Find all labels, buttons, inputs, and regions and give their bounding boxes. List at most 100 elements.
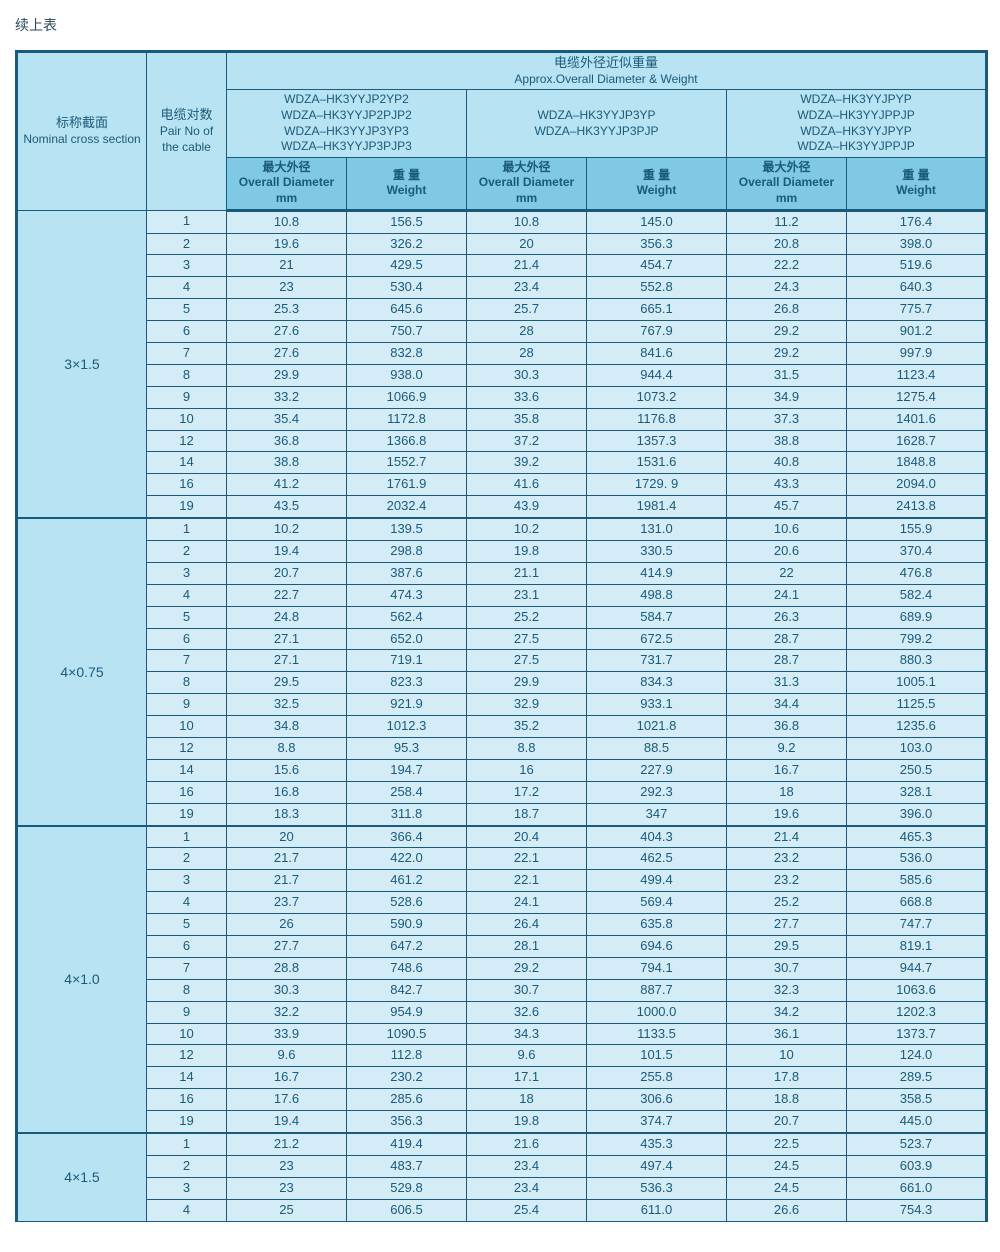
data-cell: 311.8 [347,803,467,825]
hdr-approx: 电缆外径近似重量Approx.Overall Diameter & Weight [227,52,987,90]
data-cell: 21.1 [467,562,587,584]
data-cell: 4 [147,277,227,299]
data-cell: 20 [227,826,347,848]
data-cell: 584.7 [587,606,727,628]
data-cell: 1 [147,518,227,540]
data-cell: 9.2 [727,738,847,760]
data-cell: 23.7 [227,892,347,914]
data-cell: 474.3 [347,584,467,606]
data-cell: 28.8 [227,957,347,979]
data-cell: 6 [147,936,227,958]
data-cell: 611.0 [587,1199,727,1221]
data-cell: 37.2 [467,430,587,452]
data-cell: 250.5 [847,759,987,781]
data-cell: 1729. 9 [587,474,727,496]
data-cell: 24.8 [227,606,347,628]
data-cell: 841.6 [587,342,727,364]
data-cell: 562.4 [347,606,467,628]
data-cell: 23.4 [467,1177,587,1199]
data-cell: 38.8 [227,452,347,474]
data-cell: 404.3 [587,826,727,848]
data-cell: 328.1 [847,781,987,803]
data-cell: 645.6 [347,299,467,321]
data-cell: 34.4 [727,694,847,716]
data-cell: 330.5 [587,541,727,563]
data-cell: 3 [147,562,227,584]
data-cell: 35.2 [467,716,587,738]
data-cell: 16.8 [227,781,347,803]
data-cell: 2 [147,541,227,563]
data-cell: 387.6 [347,562,467,584]
data-cell: 230.2 [347,1067,467,1089]
data-cell: 23.2 [727,848,847,870]
data-cell: 1981.4 [587,496,727,518]
data-cell: 30.3 [227,979,347,1001]
data-cell: 20.4 [467,826,587,848]
data-cell: 476.8 [847,562,987,584]
data-cell: 28 [467,342,587,364]
data-cell: 27.7 [227,936,347,958]
data-cell: 37.3 [727,408,847,430]
data-cell: 15.6 [227,759,347,781]
data-cell: 18.3 [227,803,347,825]
data-cell: 27.5 [467,628,587,650]
data-cell: 14 [147,759,227,781]
data-cell: 5 [147,606,227,628]
data-cell: 1000.0 [587,1001,727,1023]
data-cell: 1 [147,826,227,848]
data-cell: 498.8 [587,584,727,606]
data-cell: 30.7 [467,979,587,1001]
data-cell: 9 [147,1001,227,1023]
data-cell: 1275.4 [847,386,987,408]
data-cell: 2032.4 [347,496,467,518]
data-cell: 799.2 [847,628,987,650]
data-cell: 19 [147,803,227,825]
data-cell: 29.2 [727,342,847,364]
data-cell: 1366.8 [347,430,467,452]
data-cell: 21.6 [467,1133,587,1155]
data-cell: 2 [147,1155,227,1177]
data-cell: 901.2 [847,321,987,343]
data-cell: 23 [227,1177,347,1199]
data-cell: 16 [147,474,227,496]
data-cell: 731.7 [587,650,727,672]
data-cell: 7 [147,957,227,979]
data-cell: 748.6 [347,957,467,979]
data-cell: 194.7 [347,759,467,781]
data-cell: 33.2 [227,386,347,408]
data-cell: 24.5 [727,1177,847,1199]
data-cell: 445.0 [847,1111,987,1133]
data-cell: 10.8 [467,210,587,233]
data-cell: 23 [227,1155,347,1177]
data-cell: 1066.9 [347,386,467,408]
data-cell: 834.3 [587,672,727,694]
data-cell: 647.2 [347,936,467,958]
data-cell: 9 [147,386,227,408]
data-cell: 27.1 [227,628,347,650]
data-cell: 41.6 [467,474,587,496]
data-cell: 20.6 [727,541,847,563]
data-cell: 1552.7 [347,452,467,474]
data-cell: 465.3 [847,826,987,848]
data-cell: 25 [227,1199,347,1221]
data-cell: 454.7 [587,255,727,277]
data-cell: 1005.1 [847,672,987,694]
data-cell: 31.3 [727,672,847,694]
data-cell: 4 [147,584,227,606]
data-cell: 2 [147,848,227,870]
data-cell: 528.6 [347,892,467,914]
data-cell: 26 [227,914,347,936]
data-cell: 8 [147,979,227,1001]
data-cell: 8 [147,672,227,694]
data-cell: 374.7 [587,1111,727,1133]
data-cell: 16.7 [727,759,847,781]
data-cell: 5 [147,914,227,936]
data-cell: 775.7 [847,299,987,321]
data-cell: 12 [147,1045,227,1067]
data-cell: 17.8 [727,1067,847,1089]
data-cell: 767.9 [587,321,727,343]
data-cell: 21.7 [227,848,347,870]
hdr-grp1: WDZA–HK3YYJP2YP2WDZA–HK3YYJP2PJP2WDZA–HK… [227,90,467,157]
data-cell: 43.9 [467,496,587,518]
data-cell: 347 [587,803,727,825]
